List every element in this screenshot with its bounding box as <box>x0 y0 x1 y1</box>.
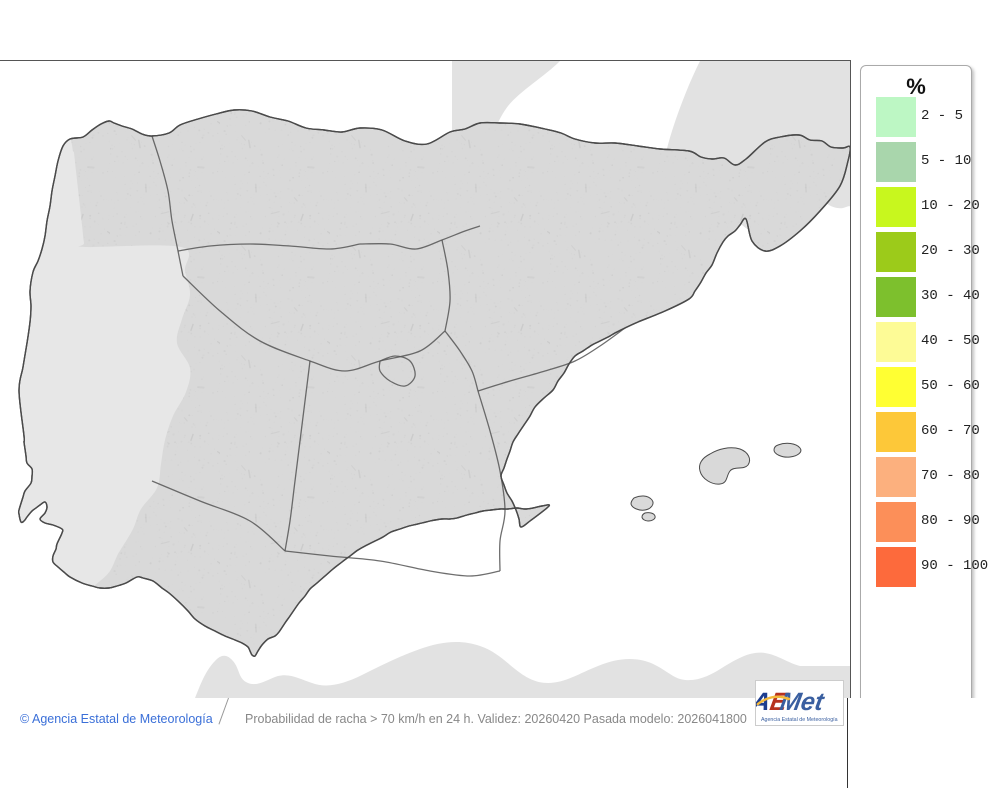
svg-text:Met: Met <box>778 688 828 716</box>
svg-text:Agencia Estatal de Meteorologí: Agencia Estatal de Meteorología <box>761 717 838 723</box>
